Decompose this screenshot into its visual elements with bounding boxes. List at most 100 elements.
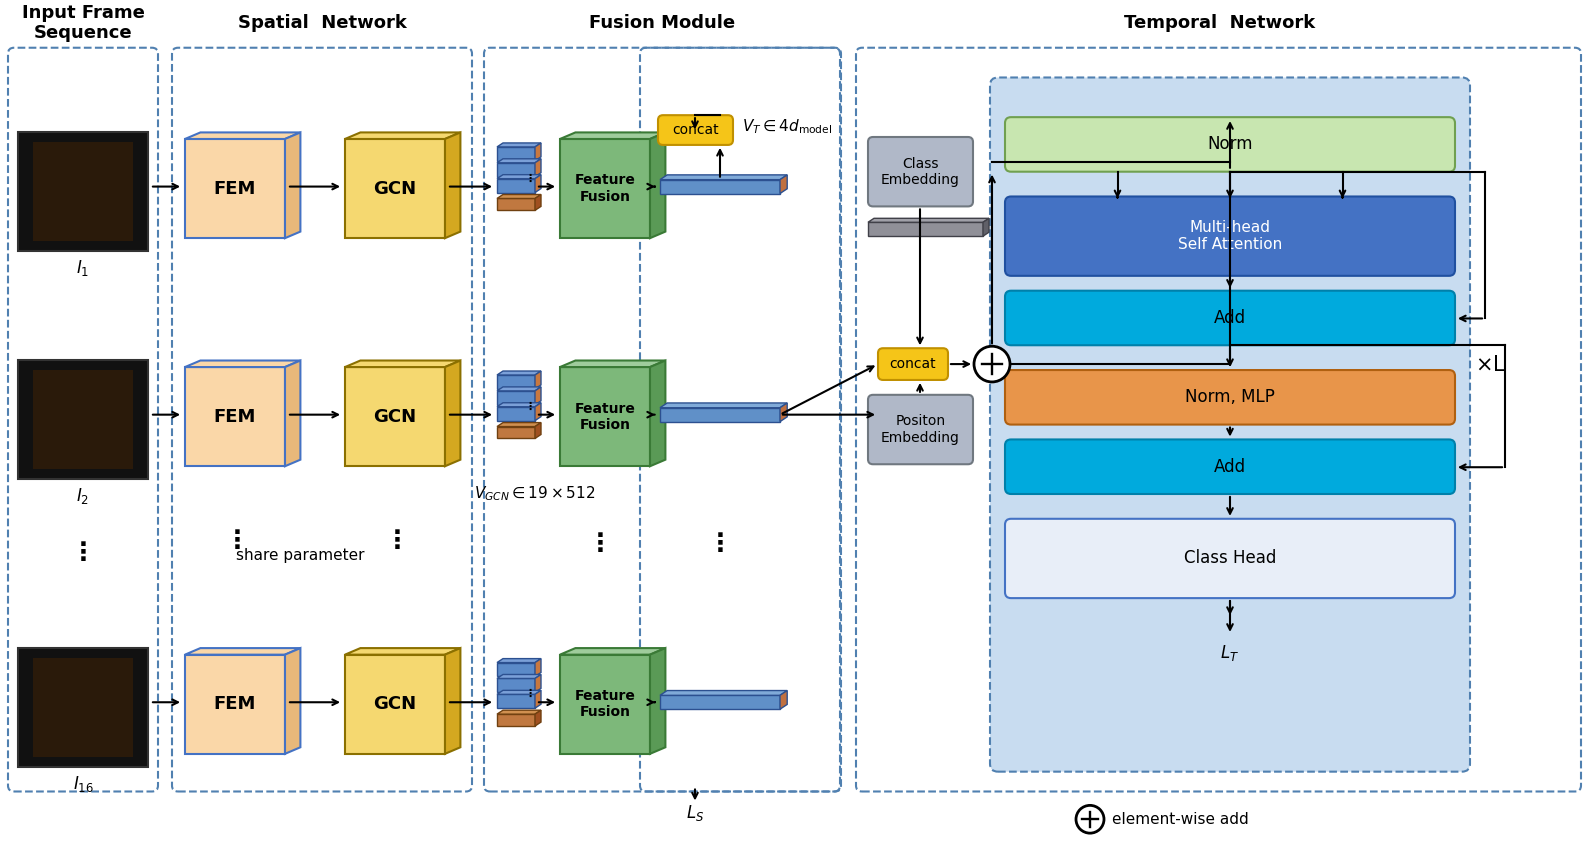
- Polygon shape: [780, 403, 787, 421]
- Circle shape: [1076, 805, 1104, 833]
- Polygon shape: [780, 174, 787, 193]
- Polygon shape: [650, 648, 666, 754]
- Text: Input Frame
Sequence: Input Frame Sequence: [22, 3, 144, 43]
- Polygon shape: [496, 147, 535, 161]
- FancyBboxPatch shape: [868, 137, 974, 207]
- Polygon shape: [560, 139, 650, 238]
- Text: Temporal  Network: Temporal Network: [1124, 14, 1315, 32]
- Text: ⋮: ⋮: [707, 532, 733, 556]
- Text: share parameter: share parameter: [236, 548, 364, 563]
- FancyBboxPatch shape: [878, 348, 948, 380]
- Text: Class Head: Class Head: [1184, 550, 1277, 568]
- Polygon shape: [535, 371, 541, 389]
- Polygon shape: [496, 694, 535, 708]
- Polygon shape: [535, 659, 541, 677]
- Polygon shape: [445, 133, 460, 238]
- Polygon shape: [535, 174, 541, 192]
- Text: $V_T \in 4d_{\rm model}$: $V_T \in 4d_{\rm model}$: [742, 117, 832, 136]
- Polygon shape: [185, 361, 300, 367]
- Text: FEM: FEM: [214, 408, 257, 426]
- Polygon shape: [496, 675, 541, 678]
- FancyBboxPatch shape: [990, 77, 1470, 772]
- Text: Add: Add: [1215, 309, 1246, 327]
- Polygon shape: [496, 678, 535, 693]
- Polygon shape: [661, 403, 787, 408]
- FancyBboxPatch shape: [1005, 291, 1456, 346]
- FancyBboxPatch shape: [658, 115, 733, 145]
- Polygon shape: [535, 403, 541, 420]
- Polygon shape: [560, 654, 650, 754]
- Polygon shape: [496, 423, 541, 426]
- Text: ⋮: ⋮: [587, 532, 613, 556]
- Polygon shape: [286, 133, 300, 238]
- Bar: [34, 370, 132, 469]
- Polygon shape: [345, 361, 460, 367]
- Polygon shape: [496, 387, 541, 391]
- Polygon shape: [661, 690, 787, 695]
- Polygon shape: [496, 690, 541, 694]
- Polygon shape: [560, 361, 666, 367]
- Polygon shape: [445, 648, 460, 754]
- Polygon shape: [445, 361, 460, 466]
- Polygon shape: [496, 711, 541, 714]
- Text: FEM: FEM: [214, 695, 257, 713]
- Polygon shape: [535, 143, 541, 161]
- Bar: [18, 360, 148, 479]
- Polygon shape: [185, 654, 286, 754]
- Polygon shape: [286, 648, 300, 754]
- Polygon shape: [560, 648, 666, 654]
- Polygon shape: [780, 690, 787, 709]
- Polygon shape: [496, 159, 541, 163]
- Text: Norm, MLP: Norm, MLP: [1186, 388, 1275, 406]
- Polygon shape: [496, 659, 541, 663]
- Text: Feature
Fusion: Feature Fusion: [575, 174, 635, 203]
- Polygon shape: [185, 367, 286, 466]
- Polygon shape: [661, 174, 787, 180]
- Text: Norm: Norm: [1207, 135, 1253, 153]
- Polygon shape: [345, 133, 460, 139]
- Polygon shape: [286, 361, 300, 466]
- Bar: [34, 142, 132, 241]
- Text: GCN: GCN: [373, 408, 417, 426]
- Polygon shape: [535, 195, 541, 210]
- Polygon shape: [345, 648, 460, 654]
- Polygon shape: [496, 714, 535, 726]
- Polygon shape: [345, 654, 445, 754]
- FancyBboxPatch shape: [1005, 439, 1456, 494]
- Polygon shape: [661, 695, 780, 709]
- Text: $L_T$: $L_T$: [1221, 643, 1240, 663]
- Polygon shape: [535, 159, 541, 177]
- Polygon shape: [185, 139, 286, 238]
- Polygon shape: [345, 367, 445, 466]
- Text: GCN: GCN: [373, 180, 417, 197]
- FancyBboxPatch shape: [1005, 370, 1456, 425]
- Polygon shape: [535, 675, 541, 693]
- Polygon shape: [661, 408, 780, 421]
- Polygon shape: [496, 663, 535, 677]
- Bar: [18, 648, 148, 767]
- FancyBboxPatch shape: [1005, 197, 1456, 276]
- Text: ⋮: ⋮: [225, 528, 249, 552]
- Text: $L_S$: $L_S$: [686, 803, 704, 823]
- Polygon shape: [535, 711, 541, 726]
- Text: Class
Embedding: Class Embedding: [881, 157, 959, 187]
- Bar: [34, 658, 132, 757]
- Text: ⋮: ⋮: [385, 528, 410, 552]
- Text: concat: concat: [672, 123, 718, 137]
- Polygon shape: [185, 648, 300, 654]
- Polygon shape: [535, 690, 541, 708]
- Polygon shape: [868, 219, 990, 222]
- FancyBboxPatch shape: [1005, 519, 1456, 598]
- Polygon shape: [496, 143, 541, 147]
- Polygon shape: [535, 387, 541, 405]
- Text: ⋮: ⋮: [70, 541, 96, 566]
- Text: $I_{16}$: $I_{16}$: [72, 774, 94, 794]
- Polygon shape: [496, 195, 541, 198]
- Polygon shape: [650, 361, 666, 466]
- Text: $I_1$: $I_1$: [77, 258, 89, 278]
- Polygon shape: [496, 371, 541, 375]
- Text: Spatial  Network: Spatial Network: [238, 14, 407, 32]
- Text: FEM: FEM: [214, 180, 257, 197]
- Text: Fusion Module: Fusion Module: [589, 14, 736, 32]
- Text: $\times$L: $\times$L: [1475, 355, 1505, 375]
